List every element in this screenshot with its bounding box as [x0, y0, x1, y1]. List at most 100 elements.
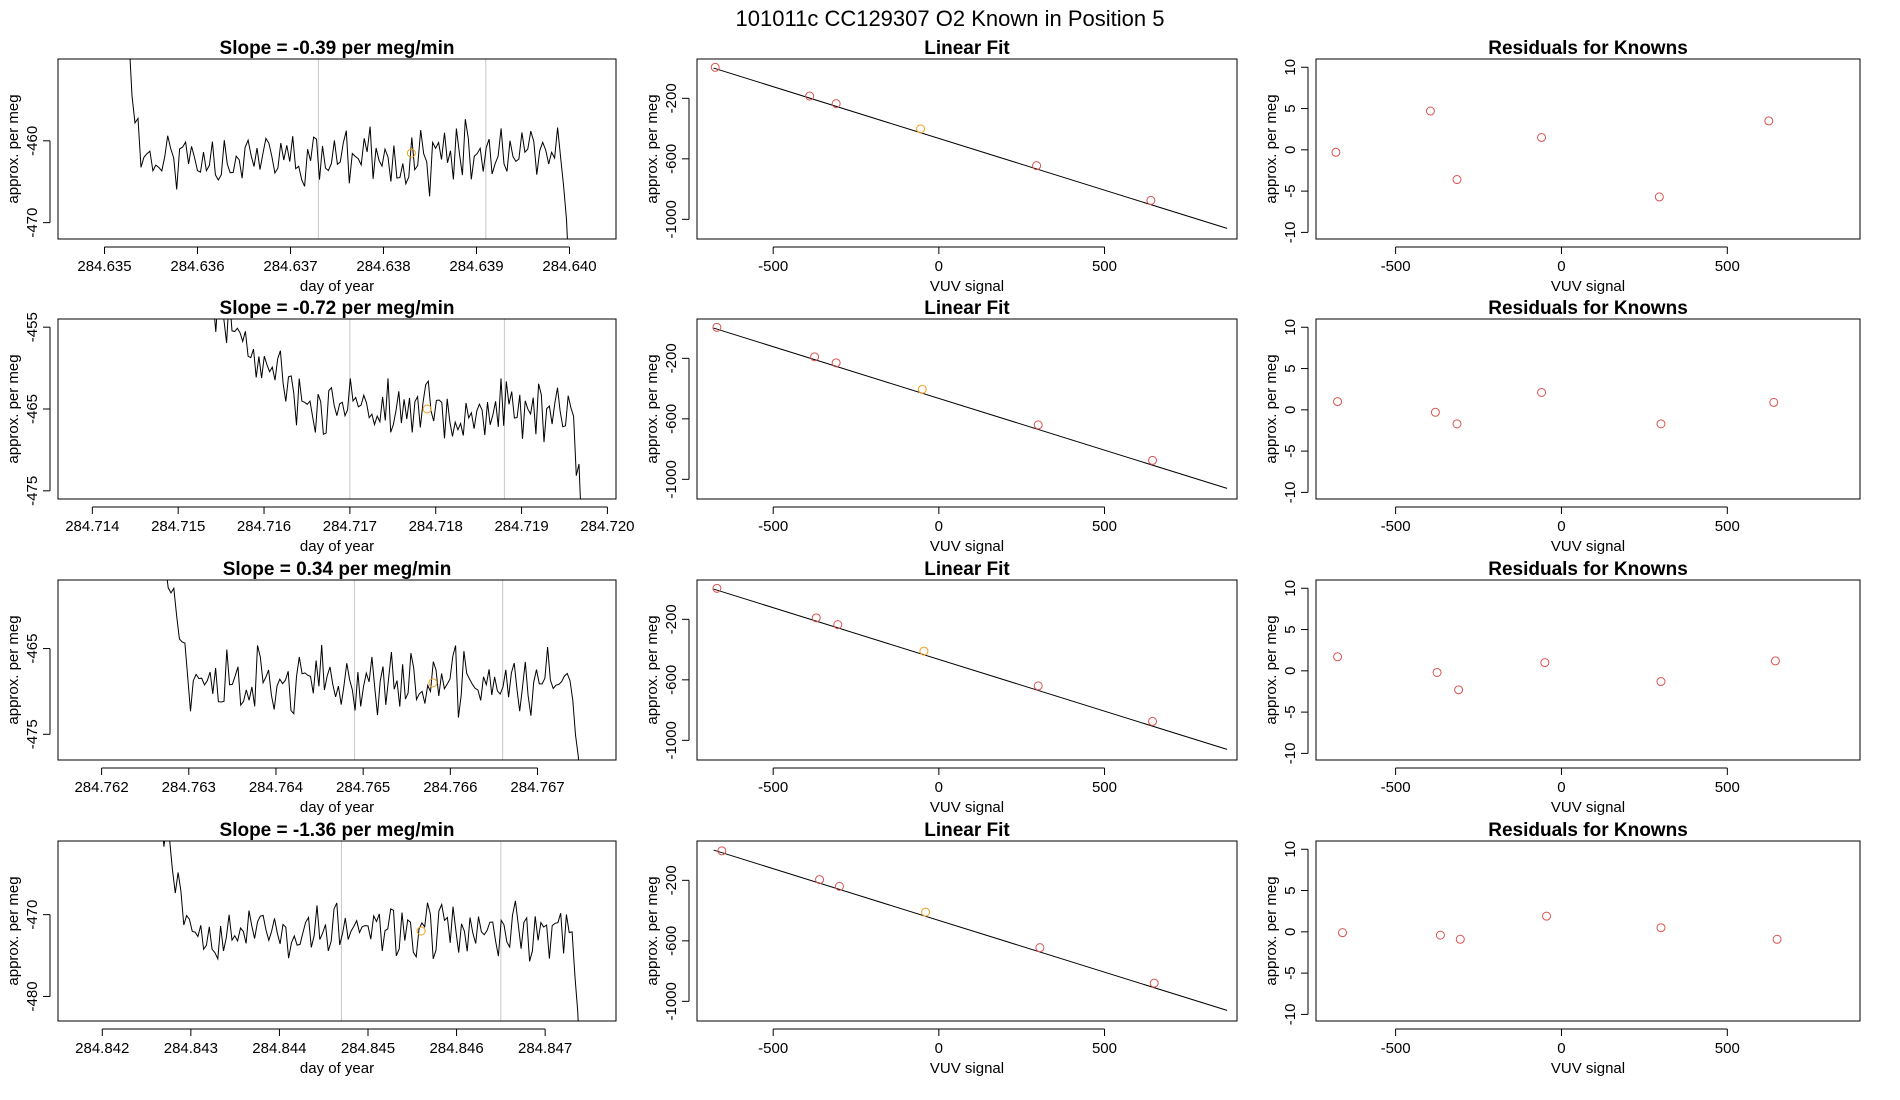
known-point [1035, 943, 1045, 953]
residual-point [1656, 923, 1666, 933]
known-point [1146, 195, 1156, 205]
chart-panel-r4-c1: Slope = -1.36 per meg/min 284.842 284.843 2… [5, 820, 617, 1077]
plot-area [712, 583, 1228, 750]
panel-title: Slope = -1.36 per meg/min [220, 820, 455, 841]
y-tick-label: 5 [1282, 104, 1299, 112]
y-tick-label: -480 [24, 981, 41, 1011]
chart-panel-r4-c3: Residuals for Knowns -500 0 500 VUV signal 10… [1263, 820, 1861, 1077]
x-tick-label: -500 [1381, 518, 1411, 535]
unknown-point [428, 678, 438, 688]
x-axis-label: day of year [300, 799, 374, 816]
x-axis-label: VUV signal [1551, 278, 1625, 295]
x-tick-label: -500 [758, 1040, 788, 1057]
y-tick-label: -1000 [663, 200, 680, 238]
plot-frame [1315, 579, 1861, 761]
known-point [1148, 716, 1158, 726]
per-meg-trace [166, 580, 580, 760]
known-point [1033, 420, 1043, 430]
x-axis-label: day of year [300, 278, 374, 295]
plot-frame [696, 58, 1238, 240]
known-point [1148, 455, 1158, 465]
y-tick-label: 0 [1282, 667, 1299, 675]
x-tick-label: 500 [1715, 779, 1740, 796]
residual-point [1654, 192, 1664, 202]
figure-title: 101011c CC129307 O2 Known in Position 5 [736, 6, 1165, 31]
known-point [712, 583, 722, 593]
plot-frame [1315, 840, 1861, 1022]
x-tick-label: 284.844 [252, 1040, 306, 1057]
plot-area [1333, 387, 1779, 429]
unknown-point [422, 404, 432, 414]
plot-frame [57, 840, 617, 1022]
x-tick-label: 500 [1092, 518, 1117, 535]
y-tick-label: -10 [1282, 1004, 1299, 1026]
y-tick-label: -1000 [663, 982, 680, 1020]
plot-area [1331, 106, 1774, 202]
unknown-point [921, 907, 931, 917]
y-tick-label: -455 [24, 312, 41, 342]
chart-panel-r3-c2: Linear Fit -500 0 500 VUV signal -200 -600 -100… [644, 559, 1238, 816]
chart-panel-r3-c1: Slope = 0.34 per meg/min 284.762 284.763 28… [5, 559, 617, 816]
chart-panel-r1-c3: Residuals for Knowns -500 0 500 VUV signal 10… [1263, 38, 1861, 295]
y-tick-label: -465 [24, 634, 41, 664]
y-tick-label: -200 [663, 83, 680, 113]
y-axis-label: approx. per meg [644, 354, 661, 463]
x-tick-label: 284.637 [263, 258, 317, 275]
known-point [810, 352, 820, 362]
panel-title: Linear Fit [924, 559, 1010, 580]
y-tick-label: 0 [1282, 928, 1299, 936]
y-tick-label: 0 [1282, 146, 1299, 154]
x-tick-label: 284.715 [151, 518, 205, 535]
y-axis-label: approx. per meg [644, 94, 661, 203]
plot-area [129, 59, 568, 239]
known-point [831, 358, 841, 368]
fit-line [713, 67, 1228, 229]
x-tick-label: 284.716 [237, 518, 291, 535]
x-tick-label: 284.635 [77, 258, 131, 275]
x-tick-label: 0 [1557, 258, 1565, 275]
residual-point [1454, 685, 1464, 695]
panel-title: Residuals for Knowns [1488, 559, 1688, 580]
x-axis-label: VUV signal [930, 799, 1004, 816]
unknown-point [919, 646, 929, 656]
y-axis-label: approx. per meg [5, 876, 22, 985]
y-axis-label: approx. per meg [5, 354, 22, 463]
y-tick-label: -5 [1282, 966, 1299, 979]
x-tick-label: 284.714 [65, 518, 119, 535]
plot-frame [57, 318, 617, 500]
x-tick-label: 500 [1092, 1040, 1117, 1057]
known-point [1033, 681, 1043, 691]
residual-point [1455, 934, 1465, 944]
unknown-point [416, 926, 426, 936]
y-tick-label: -475 [24, 719, 41, 749]
panel-title: Linear Fit [924, 298, 1010, 319]
x-tick-label: 0 [935, 518, 943, 535]
chart-panel-r1-c2: Linear Fit -500 0 500 VUV signal -200 -600 -100… [644, 38, 1238, 295]
plot-area [162, 841, 579, 1021]
fit-line [713, 849, 1228, 1011]
x-tick-label: -500 [1381, 258, 1411, 275]
chart-panel-r2-c2: Linear Fit -500 0 500 VUV signal -200 -600 -100… [644, 298, 1238, 555]
x-axis-label: VUV signal [1551, 1060, 1625, 1077]
residual-point [1432, 667, 1442, 677]
known-point [712, 322, 722, 332]
x-tick-label: 500 [1715, 258, 1740, 275]
chart-panel-r4-c2: Linear Fit -500 0 500 VUV signal -200 -600 -100… [644, 820, 1238, 1077]
unknown-point [406, 148, 416, 158]
y-axis-label: approx. per meg [1263, 354, 1280, 463]
known-point [831, 99, 841, 109]
residual-point [1537, 132, 1547, 142]
y-tick-label: -200 [663, 343, 680, 373]
x-tick-label: -500 [1381, 1040, 1411, 1057]
x-tick-label: 500 [1092, 258, 1117, 275]
y-tick-label: 5 [1282, 886, 1299, 894]
x-axis-label: VUV signal [1551, 799, 1625, 816]
y-tick-label: -10 [1282, 482, 1299, 504]
x-axis-label: day of year [300, 538, 374, 555]
y-axis-label: approx. per meg [1263, 876, 1280, 985]
known-point [1149, 978, 1159, 988]
plot-frame [57, 579, 617, 761]
x-tick-label: 284.763 [162, 779, 216, 796]
y-axis-label: approx. per meg [644, 615, 661, 724]
known-point [710, 62, 720, 72]
